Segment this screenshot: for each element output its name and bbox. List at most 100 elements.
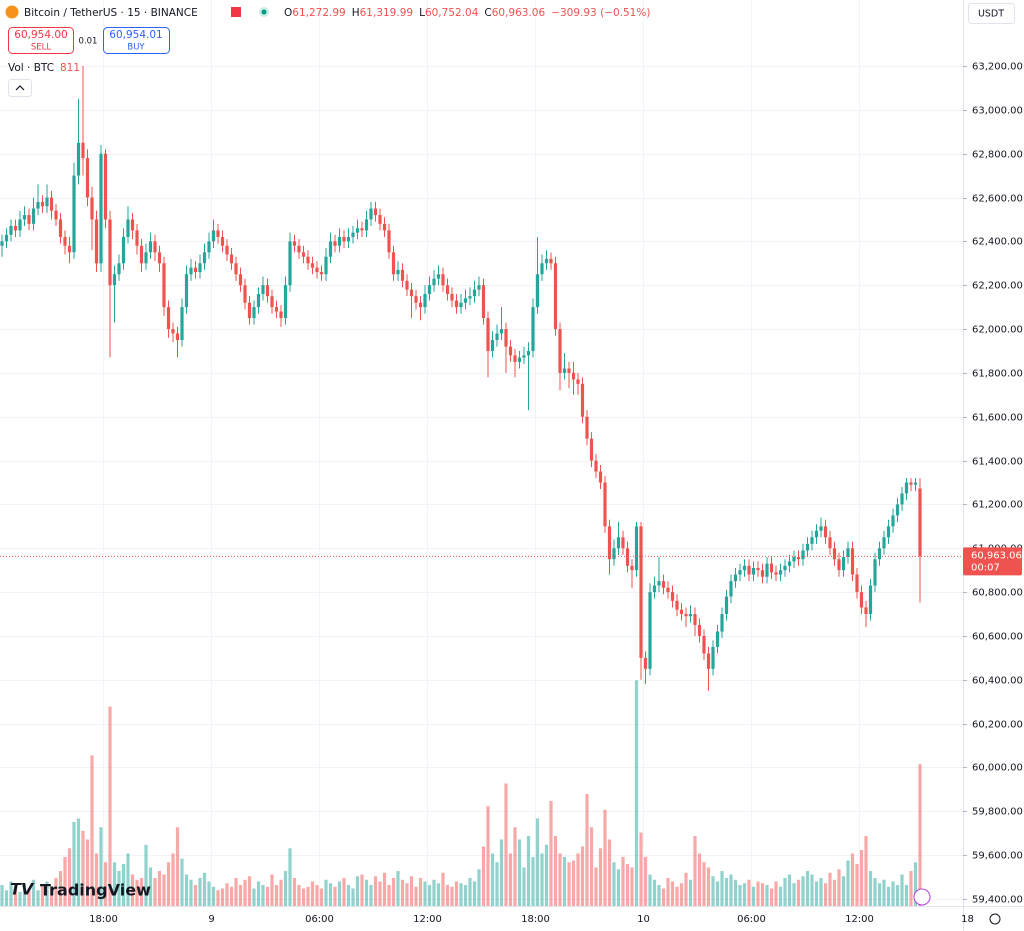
candle-body	[108, 219, 112, 286]
volume-bar	[855, 864, 859, 906]
volume-bar	[504, 783, 508, 906]
candle-body	[261, 285, 265, 294]
x-tick-label: 12:00	[845, 914, 874, 925]
volume-bar	[801, 876, 805, 906]
y-tick-label: 60,200.00	[972, 720, 1023, 731]
volume-bar	[171, 853, 175, 906]
collapse-button[interactable]	[8, 79, 32, 97]
volume-bar	[630, 867, 634, 906]
candle-body	[319, 272, 324, 275]
candle-body	[396, 269, 400, 275]
candle-body	[769, 563, 774, 573]
candle-body	[378, 215, 382, 224]
volume-bar	[859, 850, 864, 906]
volume-bar	[670, 881, 675, 906]
ohlc-value: 60,752.04	[425, 7, 479, 19]
volume-bar	[495, 862, 499, 906]
candle-body	[684, 614, 688, 617]
candle-body	[873, 559, 877, 586]
candle-body	[292, 241, 297, 246]
volume-bar	[342, 878, 346, 906]
candle-body	[909, 482, 913, 485]
candle-body	[423, 293, 427, 308]
volume-bar	[225, 883, 229, 906]
candle-body	[679, 609, 684, 615]
candle-body	[405, 280, 409, 290]
candle-body	[864, 607, 868, 615]
volume-bar	[391, 878, 396, 906]
sell-price: 60,954.00	[14, 29, 67, 41]
candle-body	[117, 263, 121, 275]
settings-icon[interactable]	[989, 913, 1001, 925]
volume-bar	[324, 879, 328, 906]
candle-body	[855, 574, 859, 593]
volume-bar	[346, 885, 351, 906]
ohlc-change: −309.93 (−0.51%)	[551, 7, 650, 19]
symbol-title[interactable]: Bitcoin / TetherUS · 15 · BINANCE	[24, 7, 198, 19]
candle-body	[904, 482, 909, 494]
volume-bar	[652, 879, 657, 906]
volume-bar	[900, 874, 904, 906]
volume-bar	[657, 885, 661, 906]
volume-bar	[576, 853, 580, 906]
volume-bar	[328, 883, 333, 906]
candle-body	[805, 543, 810, 551]
candle-body	[634, 526, 639, 571]
volume-bar	[625, 864, 630, 906]
volume-bar	[666, 878, 670, 906]
candle-body	[594, 460, 598, 472]
sell-button[interactable]	[8, 27, 74, 54]
candle-body	[490, 340, 495, 351]
volume-bar	[99, 827, 103, 906]
volume-bar	[13, 886, 18, 906]
volume-bar	[184, 874, 189, 906]
buy-button[interactable]	[103, 27, 170, 54]
coin-icon	[5, 5, 19, 19]
volume-bar	[643, 857, 648, 906]
candle-body	[508, 346, 513, 356]
volume-bar	[9, 881, 13, 906]
candle-body	[607, 526, 612, 560]
flag-icon[interactable]	[231, 7, 241, 17]
volume-bar	[508, 853, 513, 906]
candle-body	[697, 624, 702, 636]
ohlc-value: 61,272.99	[292, 7, 345, 19]
volume-bar	[711, 876, 715, 906]
candle-body	[544, 258, 549, 264]
volume-bar	[54, 878, 58, 906]
candle-body	[477, 285, 481, 290]
candle-body	[504, 329, 508, 347]
volume-bar	[405, 883, 409, 906]
candle-body	[882, 537, 886, 549]
alert-icon[interactable]	[913, 888, 931, 906]
candle-body	[391, 252, 396, 275]
volume-bar	[832, 879, 837, 906]
candle-body	[171, 329, 175, 334]
volume-bar	[148, 867, 153, 906]
volume-bar	[522, 867, 526, 906]
candle-body	[216, 230, 220, 237]
candle-body	[621, 537, 625, 549]
y-tick-label: 60,000.00	[972, 763, 1023, 774]
currency-button[interactable]	[968, 3, 1015, 24]
candle-body	[63, 236, 67, 246]
ohlc-value: 61,319.99	[360, 7, 413, 19]
volume-bar	[445, 885, 450, 906]
candle-body	[661, 581, 666, 588]
candle-body	[648, 592, 652, 669]
volume-bar	[639, 832, 643, 906]
volume-bar	[4, 890, 9, 906]
volume-bar	[864, 836, 868, 906]
volume-bar	[774, 881, 778, 906]
volume-bar	[288, 848, 292, 906]
volume-bar	[882, 879, 886, 906]
volume-bar	[274, 885, 279, 906]
volume-bar	[697, 853, 702, 906]
x-tick-label: 06:00	[305, 914, 334, 925]
volume-bar	[661, 888, 666, 906]
volume-bar	[360, 874, 364, 906]
candle-body	[688, 614, 693, 617]
candle-body	[531, 307, 535, 351]
volume-bar	[814, 881, 819, 906]
volume-bar	[265, 886, 270, 906]
